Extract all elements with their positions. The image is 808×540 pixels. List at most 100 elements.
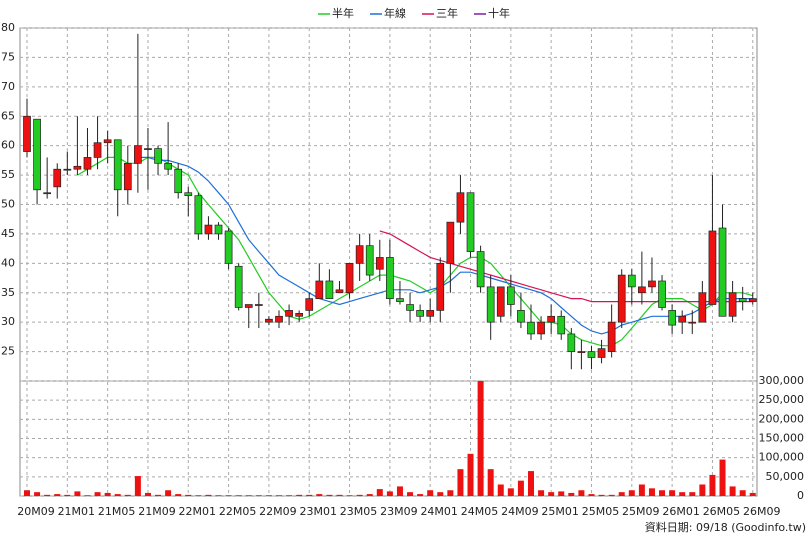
candle-body (113, 139, 122, 191)
candle-body (527, 321, 535, 335)
volume-bar (346, 495, 353, 496)
y-tick-label: 30 (1, 315, 15, 328)
volume-bar (124, 494, 131, 496)
candle-body (63, 168, 72, 171)
volume-bar (679, 492, 686, 496)
volume-bar (689, 492, 696, 496)
candle-body (658, 280, 666, 308)
volume-bar (618, 492, 625, 496)
volume-bar (417, 494, 424, 496)
candle-body (567, 333, 576, 352)
volume-bar (215, 495, 222, 496)
x-tick-label: 20M09 (17, 505, 55, 518)
volume-bar (578, 490, 585, 496)
y-tick-label: 45 (1, 227, 15, 240)
volume-bar (336, 494, 343, 496)
footnote: 資料日期: 09/18 (Goodinfo.tw) (645, 520, 806, 534)
volume-bar (719, 459, 726, 496)
volume-bar (114, 494, 121, 496)
y-tick-label: 75 (1, 50, 15, 63)
legend-label: 年線 (384, 6, 406, 20)
volume-bar (366, 494, 373, 496)
candle-body (678, 315, 687, 323)
volume-bar (659, 490, 666, 496)
legend-label: 十年 (488, 6, 510, 20)
x-tick-label: 21M09 (138, 505, 176, 518)
candle-body (83, 157, 92, 170)
volume-bar (467, 453, 474, 496)
volume-bar (517, 480, 524, 496)
candle-body (123, 162, 132, 191)
volume-bar (144, 492, 151, 496)
candle-body (627, 274, 636, 288)
ma-line (77, 156, 753, 347)
x-tick-label: 24M05 (461, 505, 499, 518)
volume-bar (265, 495, 272, 496)
volume-bar (497, 484, 504, 496)
candle-body (375, 257, 384, 270)
x-tick-label: 21M05 (98, 505, 136, 518)
candle-body (517, 310, 525, 323)
candle-body (738, 298, 747, 302)
candle-body (184, 192, 193, 197)
x-tick-label: 22M09 (259, 505, 297, 518)
candle-body (134, 145, 142, 164)
y-tick-label: 25 (1, 345, 15, 358)
candle-body (638, 286, 646, 294)
ma-line (379, 230, 753, 303)
candle-body (103, 139, 112, 144)
volume-bar (538, 490, 545, 496)
candle-body (365, 245, 374, 276)
volume-bar (477, 381, 484, 496)
volume-bar (286, 495, 293, 496)
candle-body (386, 257, 394, 299)
x-tick-label: 26M09 (743, 505, 781, 518)
volume-bar (548, 492, 555, 496)
volume-bar (235, 495, 242, 496)
candle-body (265, 318, 273, 323)
y-tick-label: 40 (1, 256, 15, 269)
x-tick-label: 25M01 (541, 505, 579, 518)
ma-line (137, 156, 753, 335)
y-tick-label: 60 (1, 139, 15, 152)
volume-bar (64, 494, 71, 496)
candle-body (164, 162, 172, 170)
volume-bar (74, 491, 81, 496)
volume-bar (729, 486, 736, 496)
y-tick-label: 70 (1, 80, 15, 93)
volume-bar (386, 491, 393, 496)
volume-bar (437, 492, 444, 496)
candle-body (446, 221, 455, 264)
volume-bar (195, 495, 202, 496)
candle-body (204, 224, 213, 235)
candle-body (194, 195, 203, 235)
candle-body (33, 118, 41, 191)
x-tick-label: 22M05 (219, 505, 257, 518)
candle-body (698, 292, 707, 323)
candle-body (668, 310, 676, 326)
candle-body (728, 292, 737, 317)
candle-body (486, 286, 495, 323)
candle-body (617, 274, 626, 323)
volume-bar (638, 484, 645, 496)
volume-bar (648, 488, 655, 496)
volume-bar (427, 490, 434, 496)
volume-bar (165, 490, 172, 496)
candle-body (234, 265, 243, 308)
volume-bar (376, 489, 383, 496)
candle-body (335, 289, 344, 294)
candle-body (53, 168, 62, 188)
volume-bar (205, 494, 212, 496)
candle-body (466, 192, 475, 252)
volume-bar (296, 494, 303, 496)
volume-bar (568, 492, 575, 496)
candle-body (305, 298, 314, 311)
candle-body (688, 321, 697, 324)
y-tick-label: 80 (1, 21, 15, 34)
volume-bar (699, 484, 706, 496)
volume-bar (447, 490, 454, 496)
volume-bar (628, 490, 635, 496)
volume-bar (94, 492, 101, 496)
candle-body (144, 148, 152, 150)
x-tick-label: 26M01 (662, 505, 700, 518)
